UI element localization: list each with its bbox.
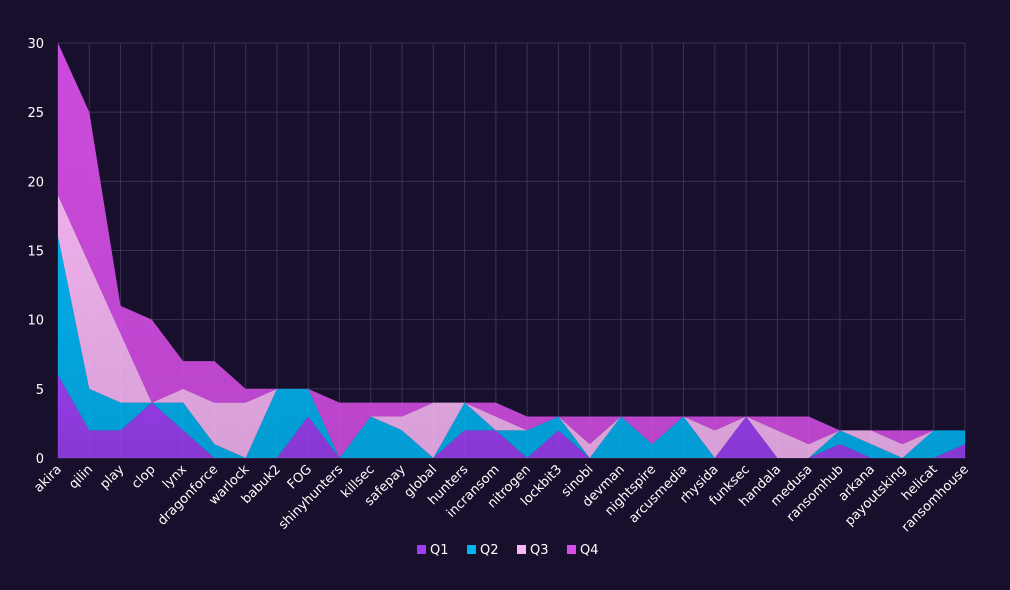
legend-item-q4[interactable]: Q4	[567, 543, 599, 558]
x-tick-label: play	[97, 462, 127, 492]
y-tick-label: 30	[27, 37, 44, 52]
legend-swatch	[417, 545, 426, 554]
x-tick-label: qilin	[66, 462, 96, 492]
x-axis: akira qilin play clop lynxdragonforcewarlock…	[31, 462, 972, 535]
y-tick-label: 10	[27, 314, 44, 329]
y-tick-label: 20	[27, 175, 44, 190]
legend-item-q1[interactable]: Q1	[417, 543, 449, 558]
area-q3	[58, 195, 965, 459]
legend-label: Q2	[480, 543, 499, 558]
legend[interactable]: Q1 Q2 Q3 Q4	[417, 543, 599, 558]
x-tick-label: clop	[129, 462, 159, 492]
area-q1	[58, 375, 965, 458]
legend-swatch	[467, 545, 476, 554]
legend-item-q3[interactable]: Q3	[517, 543, 549, 558]
legend-swatch	[567, 545, 576, 554]
legend-swatch	[517, 545, 526, 554]
series-areas	[58, 43, 965, 459]
area-q2	[58, 236, 965, 458]
y-tick-label: 25	[27, 106, 44, 121]
x-tick-label: akira	[31, 462, 65, 496]
y-tick-label: 5	[36, 383, 44, 398]
y-tick-label: 0	[36, 452, 44, 467]
y-axis: 0 5 10 15 20 25 30	[27, 37, 44, 467]
y-tick-label: 15	[27, 245, 44, 260]
legend-item-q2[interactable]: Q2	[467, 543, 499, 558]
legend-label: Q4	[580, 543, 599, 558]
legend-label: Q3	[530, 543, 549, 558]
legend-label: Q1	[430, 543, 449, 558]
